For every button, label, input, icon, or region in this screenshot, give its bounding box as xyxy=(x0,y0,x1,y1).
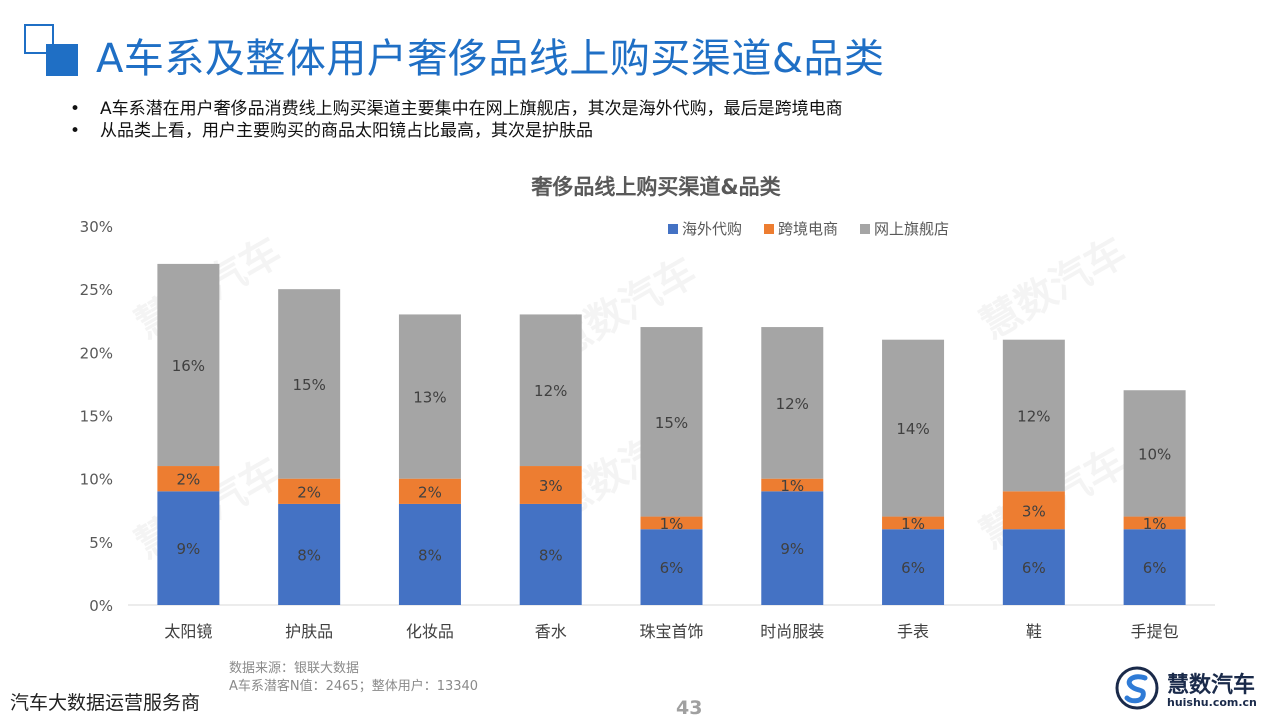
bar-segment xyxy=(1002,529,1065,605)
bar-segment xyxy=(882,339,945,517)
x-tick-label: 珠宝首饰 xyxy=(639,622,703,641)
data-label: 9% xyxy=(780,540,804,558)
bar-segment xyxy=(398,314,461,479)
data-label: 10% xyxy=(1138,445,1171,463)
bar-segment xyxy=(398,478,461,504)
x-tick-label: 护肤品 xyxy=(285,622,333,641)
y-tick-label: 15% xyxy=(80,408,113,426)
x-tick-label: 手提包 xyxy=(1131,622,1179,641)
data-label: 1% xyxy=(660,515,684,533)
bar-segment xyxy=(640,327,703,517)
data-label: 2% xyxy=(297,483,321,501)
data-label: 6% xyxy=(660,559,684,577)
bar-segment xyxy=(519,466,582,504)
bar-segment xyxy=(278,503,341,605)
legend-label: 跨境电商 xyxy=(778,220,838,238)
bar-segment xyxy=(1002,491,1065,530)
data-label: 16% xyxy=(172,357,205,375)
data-label: 9% xyxy=(176,540,200,558)
deco-outline-square xyxy=(24,24,54,54)
data-label: 6% xyxy=(1022,559,1046,577)
data-label: 15% xyxy=(292,376,325,394)
legend-swatch xyxy=(860,224,870,234)
bar-segment xyxy=(882,529,945,605)
summary-bullets: • A车系潜在用户奢侈品消费线上购买渠道主要集中在网上旗舰店，其次是海外代购，最… xyxy=(70,98,843,142)
bar-segment xyxy=(157,466,220,492)
data-label: 14% xyxy=(896,420,929,438)
data-label: 1% xyxy=(901,515,925,533)
bar-segment xyxy=(1002,339,1065,492)
data-label: 8% xyxy=(418,546,442,564)
data-label: 15% xyxy=(655,414,688,432)
y-tick-label: 25% xyxy=(80,281,113,299)
x-tick-label: 太阳镜 xyxy=(164,622,212,641)
sample-size-line: A车系潜客N值：2465；整体用户：13340 xyxy=(229,679,479,694)
data-label: 8% xyxy=(539,546,563,564)
bar-segment xyxy=(398,503,461,605)
y-tick-label: 0% xyxy=(89,597,113,615)
company-logo: 慧数汽车 huishu.com.cn xyxy=(1115,666,1275,716)
y-tick-label: 5% xyxy=(89,534,113,552)
data-label: 8% xyxy=(297,546,321,564)
data-label: 12% xyxy=(776,395,809,413)
logo-name: 慧数汽车 xyxy=(1167,673,1256,698)
bar-segment xyxy=(761,491,824,605)
legend-label: 网上旗舰店 xyxy=(874,220,949,238)
bar-segment xyxy=(278,289,341,479)
bar-segment xyxy=(1123,516,1186,530)
watermark-text: 慧数汽车 xyxy=(973,229,1135,349)
data-source: 数据来源：银联大数据 A车系潜客N值：2465；整体用户：13340 xyxy=(229,660,478,696)
bullet-text: 从品类上看，用户主要购买的商品太阳镜占比最高，其次是护肤品 xyxy=(100,121,593,141)
legend-label: 海外代购 xyxy=(682,220,742,238)
bar-segment xyxy=(882,516,945,530)
bar-segment xyxy=(157,263,220,467)
company-tagline: 汽车大数据运营服务商 xyxy=(10,692,201,714)
bar-segment xyxy=(1123,529,1186,605)
data-label: 2% xyxy=(418,483,442,501)
bar-segment xyxy=(761,327,824,479)
legend-swatch xyxy=(764,224,774,234)
x-tick-label: 手表 xyxy=(897,622,929,641)
bar-segment xyxy=(1123,390,1186,517)
y-tick-label: 20% xyxy=(80,344,113,362)
source-line: 数据来源：银联大数据 xyxy=(229,661,360,676)
legend-swatch xyxy=(668,224,678,234)
huishu-logo-icon xyxy=(1115,666,1159,710)
page-number: 43 xyxy=(676,697,703,719)
bullet-dot: • xyxy=(70,121,81,141)
y-tick-label: 30% xyxy=(80,218,113,236)
data-label: 1% xyxy=(780,477,804,495)
page-title: A车系及整体用户奢侈品线上购买渠道&品类 xyxy=(96,36,885,82)
title-decoration xyxy=(24,24,80,80)
data-label: 6% xyxy=(901,559,925,577)
data-label: 13% xyxy=(413,389,446,407)
data-label: 3% xyxy=(1022,502,1046,520)
bar-segment xyxy=(278,478,341,504)
x-tick-label: 鞋 xyxy=(1026,622,1042,641)
data-label: 2% xyxy=(176,471,200,489)
data-label: 1% xyxy=(1143,515,1167,533)
bar-segment xyxy=(157,491,220,605)
data-label: 12% xyxy=(1017,408,1050,426)
y-tick-label: 10% xyxy=(80,471,113,489)
bar-segment xyxy=(519,314,582,467)
bar-segment xyxy=(519,503,582,605)
data-label: 3% xyxy=(539,477,563,495)
chart-title: 奢侈品线上购买渠道&品类 xyxy=(530,175,781,199)
bullet-item: • A车系潜在用户奢侈品消费线上购买渠道主要集中在网上旗舰店，其次是海外代购，最… xyxy=(70,98,843,120)
bullet-dot: • xyxy=(70,99,81,119)
x-tick-label: 化妆品 xyxy=(406,622,454,641)
data-label: 6% xyxy=(1143,559,1167,577)
bar-segment xyxy=(640,529,703,605)
deco-filled-square xyxy=(46,44,78,76)
x-tick-label: 时尚服装 xyxy=(760,622,824,641)
data-label: 12% xyxy=(534,382,567,400)
bullet-text: A车系潜在用户奢侈品消费线上购买渠道主要集中在网上旗舰店，其次是海外代购，最后是… xyxy=(100,99,843,119)
logo-url: huishu.com.cn xyxy=(1167,696,1257,709)
bar-segment xyxy=(761,478,824,492)
bar-segment xyxy=(640,516,703,530)
x-tick-label: 香水 xyxy=(535,622,567,641)
bullet-item: • 从品类上看，用户主要购买的商品太阳镜占比最高，其次是护肤品 xyxy=(70,120,843,142)
